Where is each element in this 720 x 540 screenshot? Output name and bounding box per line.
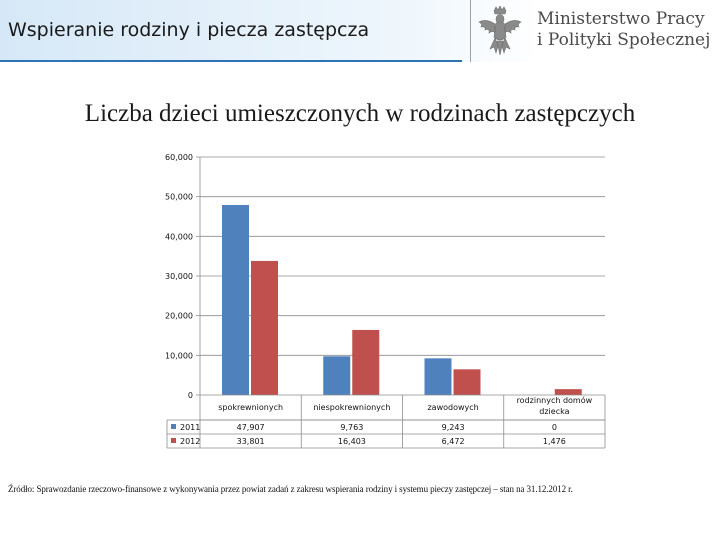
data-label: 16,403 <box>338 437 366 446</box>
category-label: niespokrewnionych <box>313 403 390 412</box>
ministry-name: Ministerstwo Pracy i Polityki Społecznej <box>537 9 710 51</box>
data-label: 9,243 <box>442 423 465 432</box>
y-tick-label: 10,000 <box>165 351 193 360</box>
source-note: Źródło: Sprawozdanie rzeczowo-finansowe … <box>8 484 573 494</box>
bar-2012-3 <box>554 389 582 395</box>
data-table: spokrewnionych niespokrewnionych zawodowyc… <box>166 157 606 449</box>
category-label: zawodowych <box>427 403 478 412</box>
header-title: Wspieranie rodziny i piecza zastępcza <box>8 19 370 41</box>
bar-chart: 010,00020,00030,00040,00050,00060,000spo… <box>165 153 606 449</box>
bar-2012-2 <box>453 369 481 395</box>
category-label: spokrewnionych <box>218 403 283 412</box>
y-tick-label: 30,000 <box>165 272 193 281</box>
data-label: 6,472 <box>442 437 465 446</box>
bar-2012-0 <box>251 260 278 395</box>
header-bar: Wspieranie rodziny i piecza zastępcza <box>0 0 720 62</box>
data-label: 9,763 <box>340 423 363 432</box>
bar-2012-1 <box>352 329 380 395</box>
data-label: 47,907 <box>237 423 265 432</box>
data-label: 33,801 <box>237 437 265 446</box>
slide-title: Liczba dzieci umieszczonych w rodzinach … <box>84 100 636 127</box>
eagle-emblem-icon <box>478 5 522 56</box>
y-tick-label: 50,000 <box>165 193 193 202</box>
legend-key-2011 <box>171 424 176 429</box>
logo-divider <box>470 0 471 62</box>
category-label: dziecka <box>539 407 569 416</box>
bar-2011-0 <box>222 204 249 395</box>
y-tick-label: 60,000 <box>165 153 193 162</box>
ministry-name-line1: Ministerstwo Pracy <box>537 9 705 29</box>
category-label: rodzinnych domów <box>517 395 593 405</box>
legend-label: 2012 <box>180 437 200 446</box>
ministry-name-line2: i Polityki Społecznej <box>537 30 711 50</box>
legend-label: 2011 <box>180 423 200 432</box>
bar-2011-2 <box>424 358 452 395</box>
y-tick-label: 40,000 <box>165 232 193 241</box>
bar-2011-1 <box>323 356 351 395</box>
data-label: 0 <box>552 423 557 432</box>
y-tick-label: 20,000 <box>165 312 193 321</box>
data-label: 1,476 <box>543 437 566 446</box>
header-accent-line <box>0 60 462 62</box>
y-tick-label: 0 <box>188 391 193 400</box>
legend-key-2012 <box>171 438 176 443</box>
